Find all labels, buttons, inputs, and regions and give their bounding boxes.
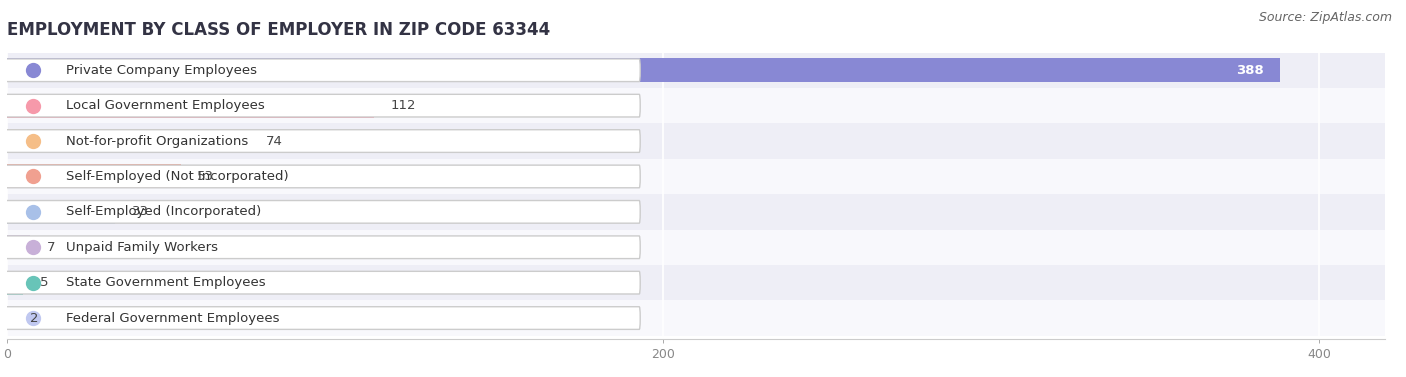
Bar xyxy=(7,88,1385,123)
Bar xyxy=(7,93,374,118)
Text: Self-Employed (Not Incorporated): Self-Employed (Not Incorporated) xyxy=(66,170,288,183)
Text: Self-Employed (Incorporated): Self-Employed (Incorporated) xyxy=(66,205,262,218)
Bar xyxy=(7,306,14,330)
FancyBboxPatch shape xyxy=(0,307,640,329)
FancyBboxPatch shape xyxy=(0,201,640,223)
Text: 74: 74 xyxy=(266,135,283,147)
Text: 53: 53 xyxy=(197,170,214,183)
Bar xyxy=(7,271,24,295)
FancyBboxPatch shape xyxy=(0,271,640,294)
Bar xyxy=(7,230,1385,265)
Bar xyxy=(7,164,181,188)
Bar xyxy=(7,194,1385,230)
FancyBboxPatch shape xyxy=(0,130,640,152)
Bar xyxy=(7,159,1385,194)
Text: Not-for-profit Organizations: Not-for-profit Organizations xyxy=(66,135,249,147)
Bar xyxy=(7,129,250,153)
Text: 5: 5 xyxy=(39,276,48,289)
Bar xyxy=(7,200,115,224)
Text: 112: 112 xyxy=(391,99,416,112)
Bar xyxy=(7,52,1385,88)
Text: Local Government Employees: Local Government Employees xyxy=(66,99,264,112)
Bar xyxy=(7,300,1385,336)
Bar xyxy=(7,265,1385,300)
Bar xyxy=(7,123,1385,159)
Text: Unpaid Family Workers: Unpaid Family Workers xyxy=(66,241,218,254)
FancyBboxPatch shape xyxy=(0,59,640,81)
FancyBboxPatch shape xyxy=(0,165,640,188)
FancyBboxPatch shape xyxy=(0,236,640,259)
Bar xyxy=(7,58,1279,82)
Text: State Government Employees: State Government Employees xyxy=(66,276,266,289)
Bar xyxy=(7,235,30,259)
Text: 7: 7 xyxy=(46,241,55,254)
Text: 2: 2 xyxy=(30,311,38,325)
FancyBboxPatch shape xyxy=(0,94,640,117)
Text: Source: ZipAtlas.com: Source: ZipAtlas.com xyxy=(1258,11,1392,24)
Text: 388: 388 xyxy=(1236,64,1264,77)
Text: 33: 33 xyxy=(132,205,149,218)
Text: Federal Government Employees: Federal Government Employees xyxy=(66,311,280,325)
Text: EMPLOYMENT BY CLASS OF EMPLOYER IN ZIP CODE 63344: EMPLOYMENT BY CLASS OF EMPLOYER IN ZIP C… xyxy=(7,21,550,39)
Text: Private Company Employees: Private Company Employees xyxy=(66,64,257,77)
